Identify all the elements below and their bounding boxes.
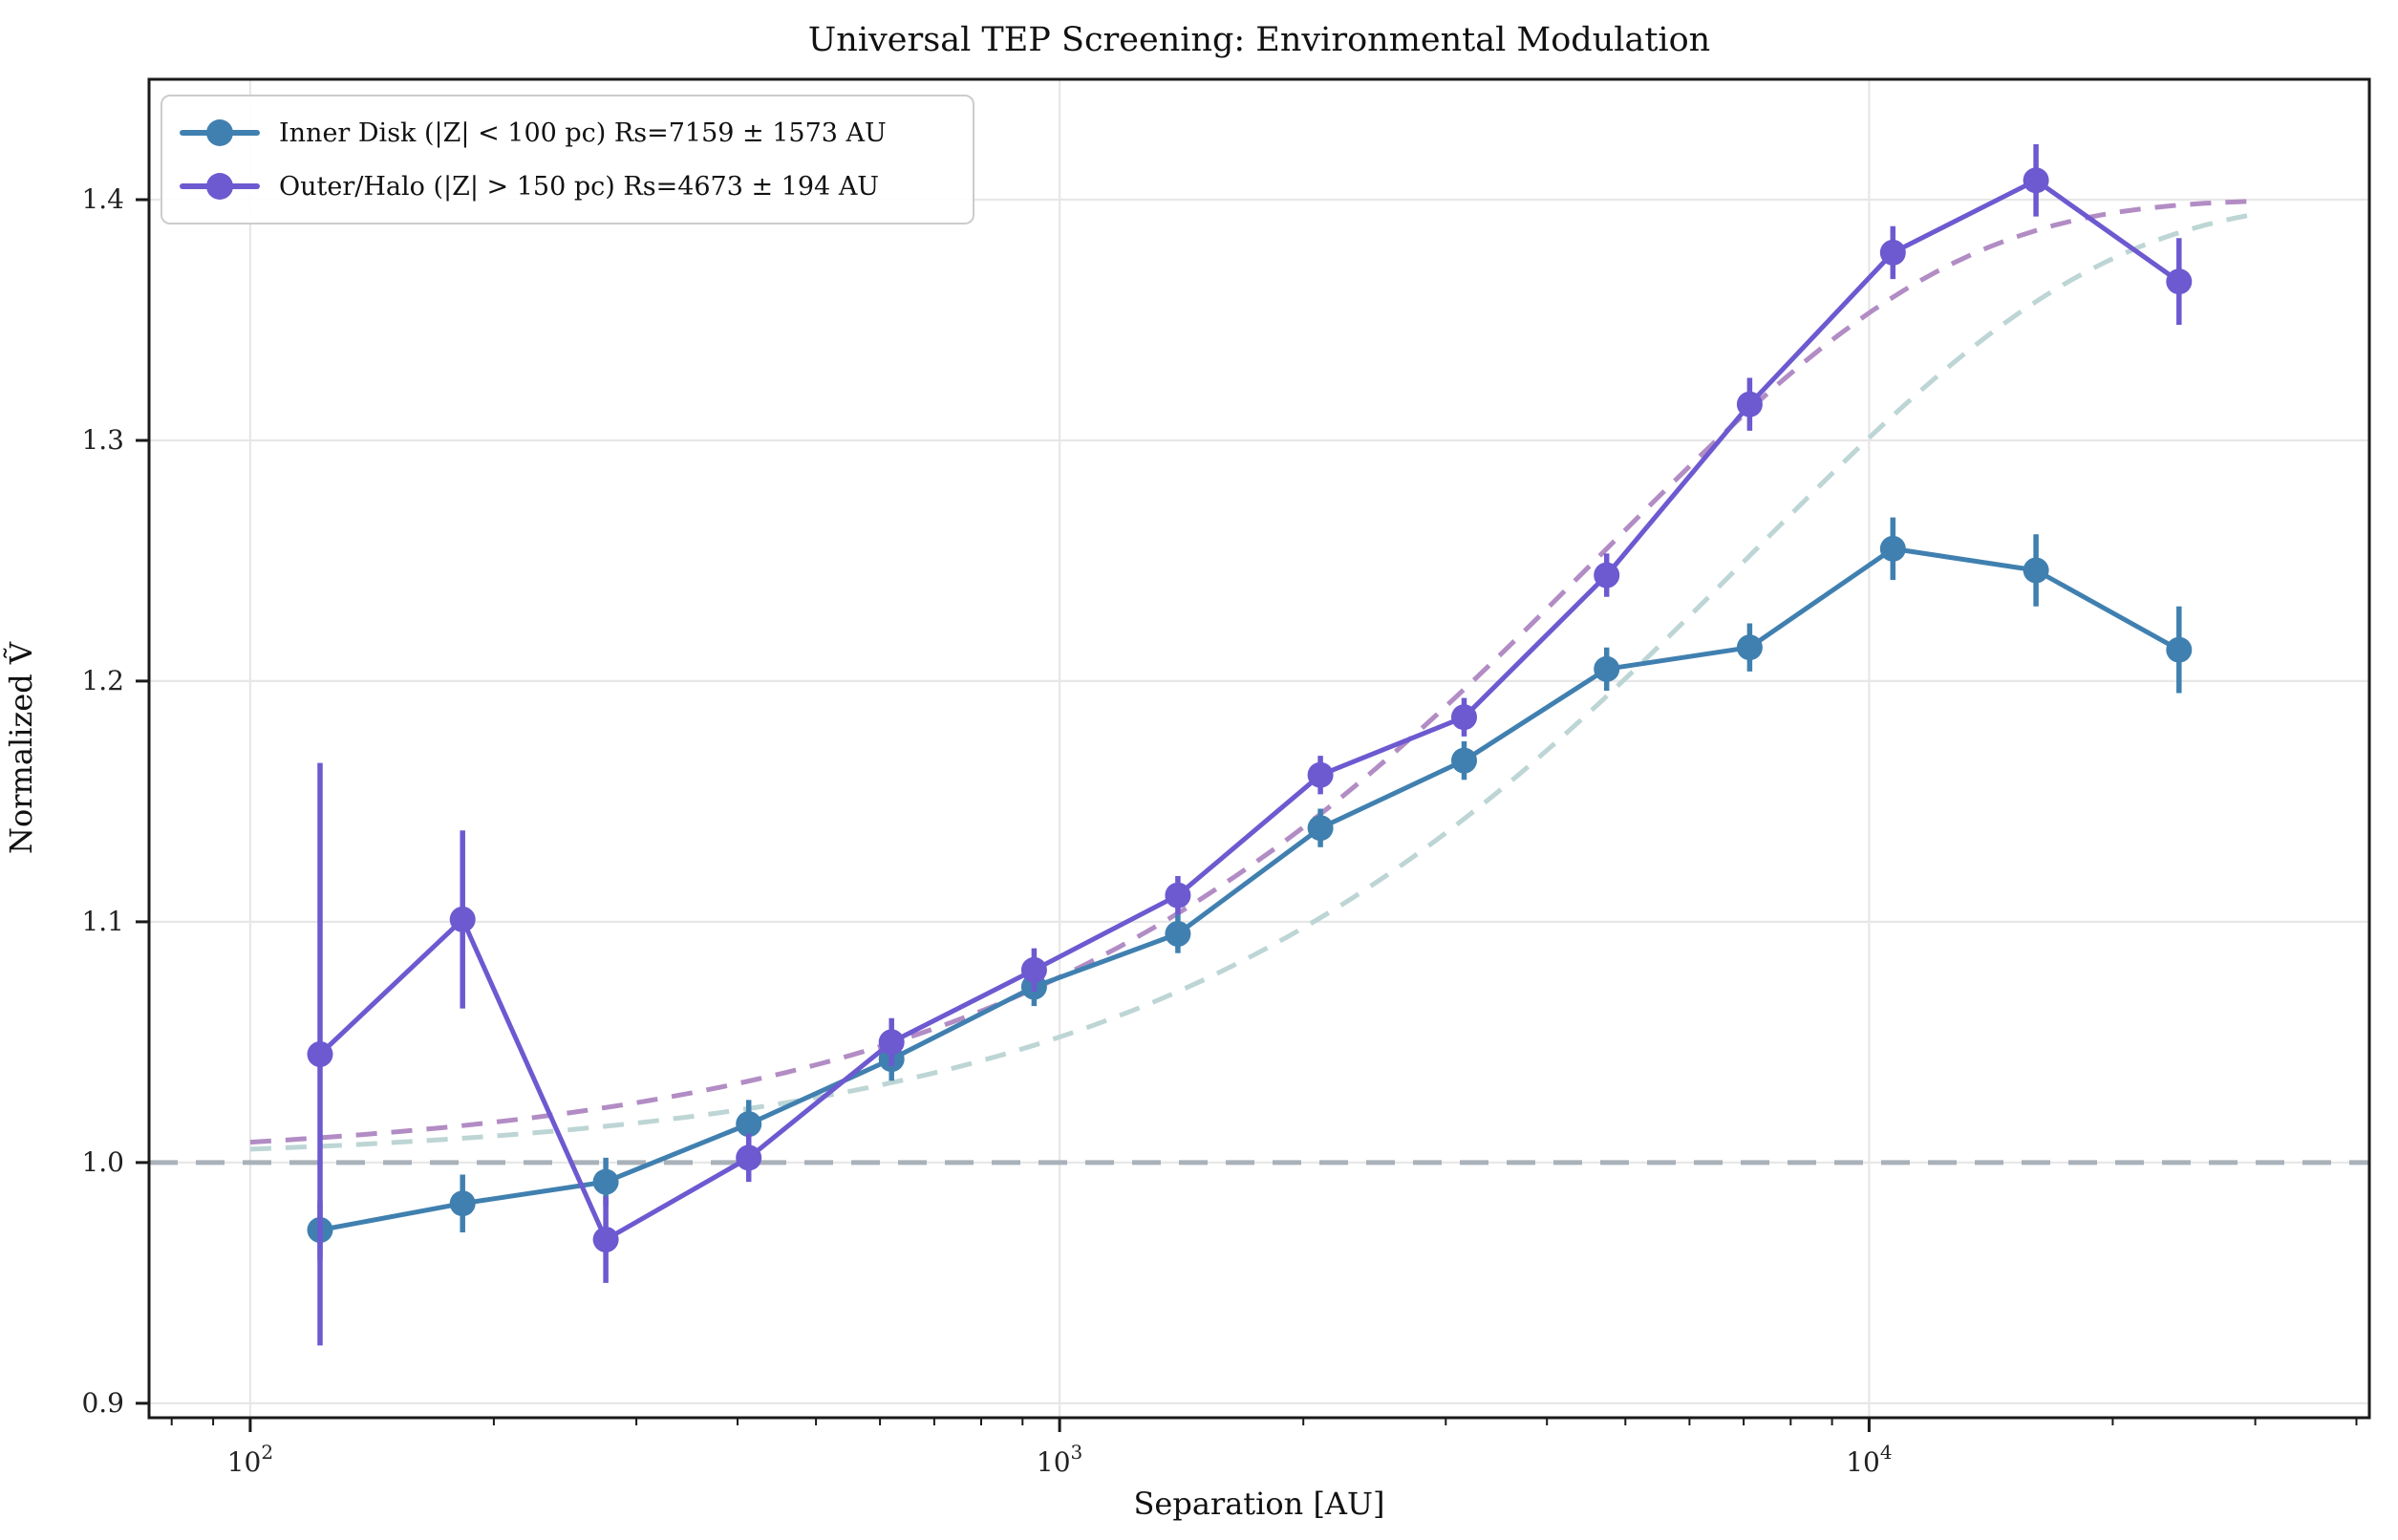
legend-item-inner-disk: Inner Disk (|Z| < 100 pc) Rs=7159 ± 1573…	[180, 113, 955, 153]
svg-text:103: 103	[1037, 1441, 1082, 1478]
x-axis-label: Separation [AU]	[1133, 1486, 1385, 1522]
svg-text:104: 104	[1846, 1441, 1892, 1478]
svg-text:1.2: 1.2	[81, 665, 124, 696]
svg-text:1.4: 1.4	[81, 183, 124, 215]
legend-item-outer-halo: Outer/Halo (|Z| > 150 pc) Rs=4673 ± 194 …	[180, 166, 955, 206]
legend-marker-outer-halo-icon	[180, 172, 260, 201]
legend-marker-inner-disk-icon	[180, 118, 260, 147]
legend-label-inner-disk: Inner Disk (|Z| < 100 pc) Rs=7159 ± 1573…	[279, 118, 887, 148]
legend-label-outer-halo: Outer/Halo (|Z| > 150 pc) Rs=4673 ± 194 …	[279, 171, 880, 202]
svg-text:1.1: 1.1	[81, 906, 124, 937]
svg-text:1.3: 1.3	[81, 424, 124, 456]
svg-text:102: 102	[227, 1441, 273, 1478]
y-axis-label: Normalized Ṽ	[3, 641, 39, 855]
svg-text:1.0: 1.0	[81, 1146, 124, 1178]
chart-title: Universal TEP Screening: Environmental M…	[807, 21, 1711, 59]
svg-text:0.9: 0.9	[81, 1387, 124, 1419]
legend: Inner Disk (|Z| < 100 pc) Rs=7159 ± 1573…	[161, 95, 974, 225]
